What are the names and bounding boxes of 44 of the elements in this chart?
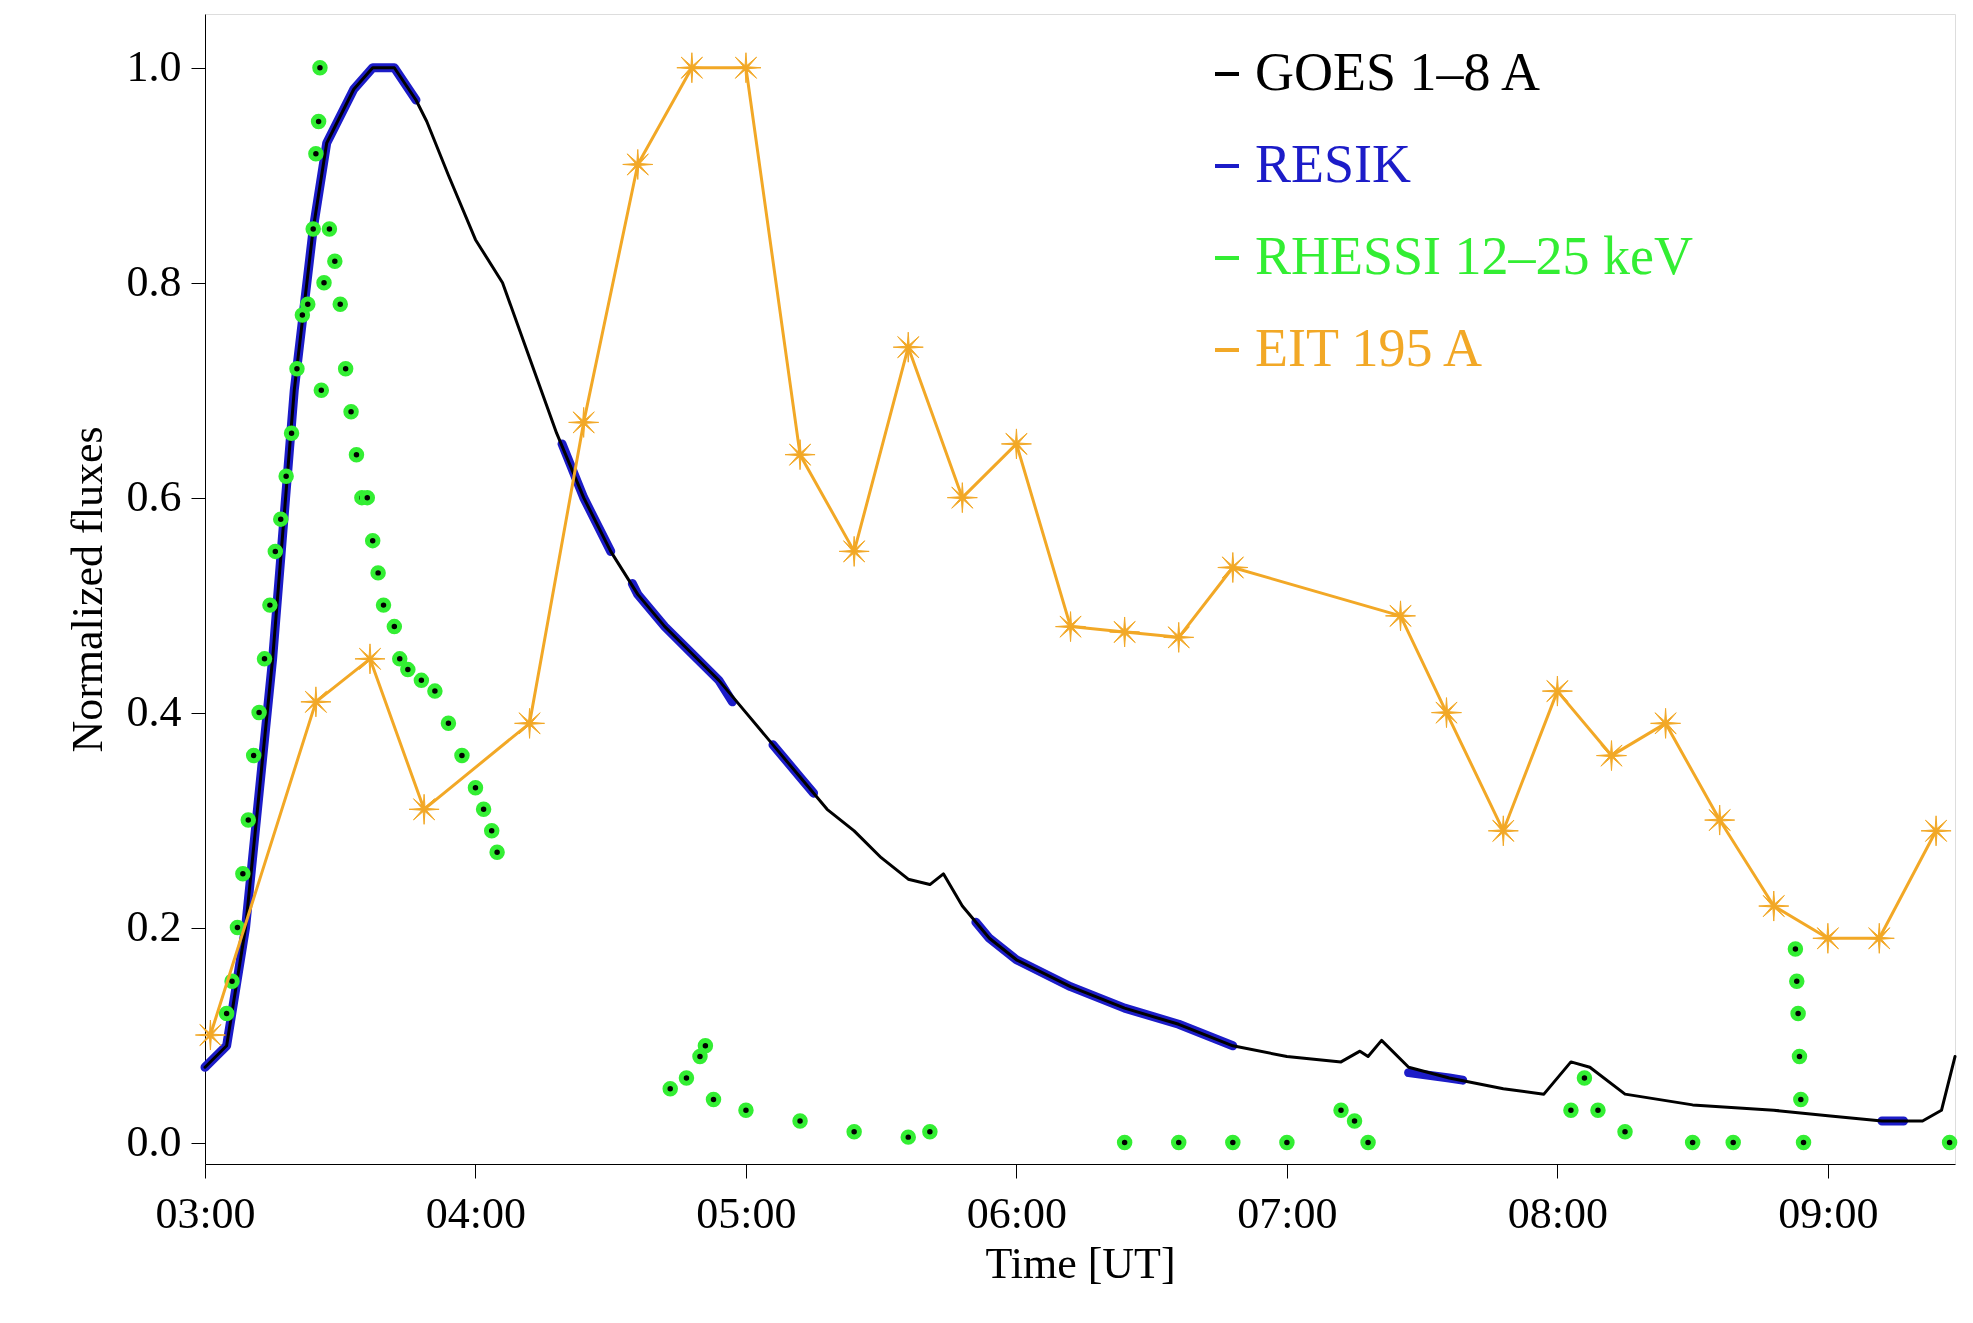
x-tick-label: 08:00 xyxy=(1507,1188,1609,1238)
point xyxy=(300,686,332,718)
point xyxy=(1920,815,1952,847)
point xyxy=(622,148,654,180)
point xyxy=(354,643,386,675)
point xyxy=(1000,428,1032,460)
point xyxy=(838,535,870,567)
point xyxy=(946,482,978,514)
x-tick-label: 06:00 xyxy=(966,1188,1068,1238)
point xyxy=(514,707,546,739)
point xyxy=(1595,740,1627,772)
y-axis-title: Normalized fluxes xyxy=(62,426,112,753)
point xyxy=(1541,675,1573,707)
x-tick-label: 03:00 xyxy=(155,1188,256,1238)
y-tick-label: 0.6 xyxy=(126,472,182,522)
legend-label: RESIK xyxy=(1255,134,1412,194)
legend-label: EIT 195 A xyxy=(1255,318,1482,378)
point xyxy=(784,439,816,471)
point xyxy=(194,1019,226,1051)
point xyxy=(1758,890,1790,922)
point xyxy=(1385,600,1417,632)
point xyxy=(1487,815,1519,847)
x-axis-title: Time [UT] xyxy=(985,1238,1176,1288)
point xyxy=(1109,616,1141,648)
y-tick-label: 1.0 xyxy=(126,42,182,92)
x-tick-label: 07:00 xyxy=(1237,1188,1338,1238)
y-tick-label: 0.0 xyxy=(126,1117,182,1166)
x-tick-label: 05:00 xyxy=(696,1188,797,1238)
y-tick-label: 0.4 xyxy=(126,687,182,737)
point xyxy=(1431,697,1462,729)
point xyxy=(1217,552,1249,583)
point xyxy=(892,331,924,363)
point xyxy=(408,793,440,825)
point xyxy=(1055,611,1087,643)
point xyxy=(568,406,600,438)
legend-label: GOES 1–8 A xyxy=(1255,42,1541,102)
point xyxy=(1650,707,1682,739)
x-tick-label: 04:00 xyxy=(425,1188,527,1238)
legend-label: RHESSI 12–25 keV xyxy=(1255,226,1694,286)
point xyxy=(1163,621,1195,653)
point xyxy=(1704,804,1736,836)
y-tick-label: 0.8 xyxy=(126,257,182,307)
x-tick-label: 09:00 xyxy=(1778,1188,1879,1238)
y-tick-label: 0.2 xyxy=(126,902,182,952)
